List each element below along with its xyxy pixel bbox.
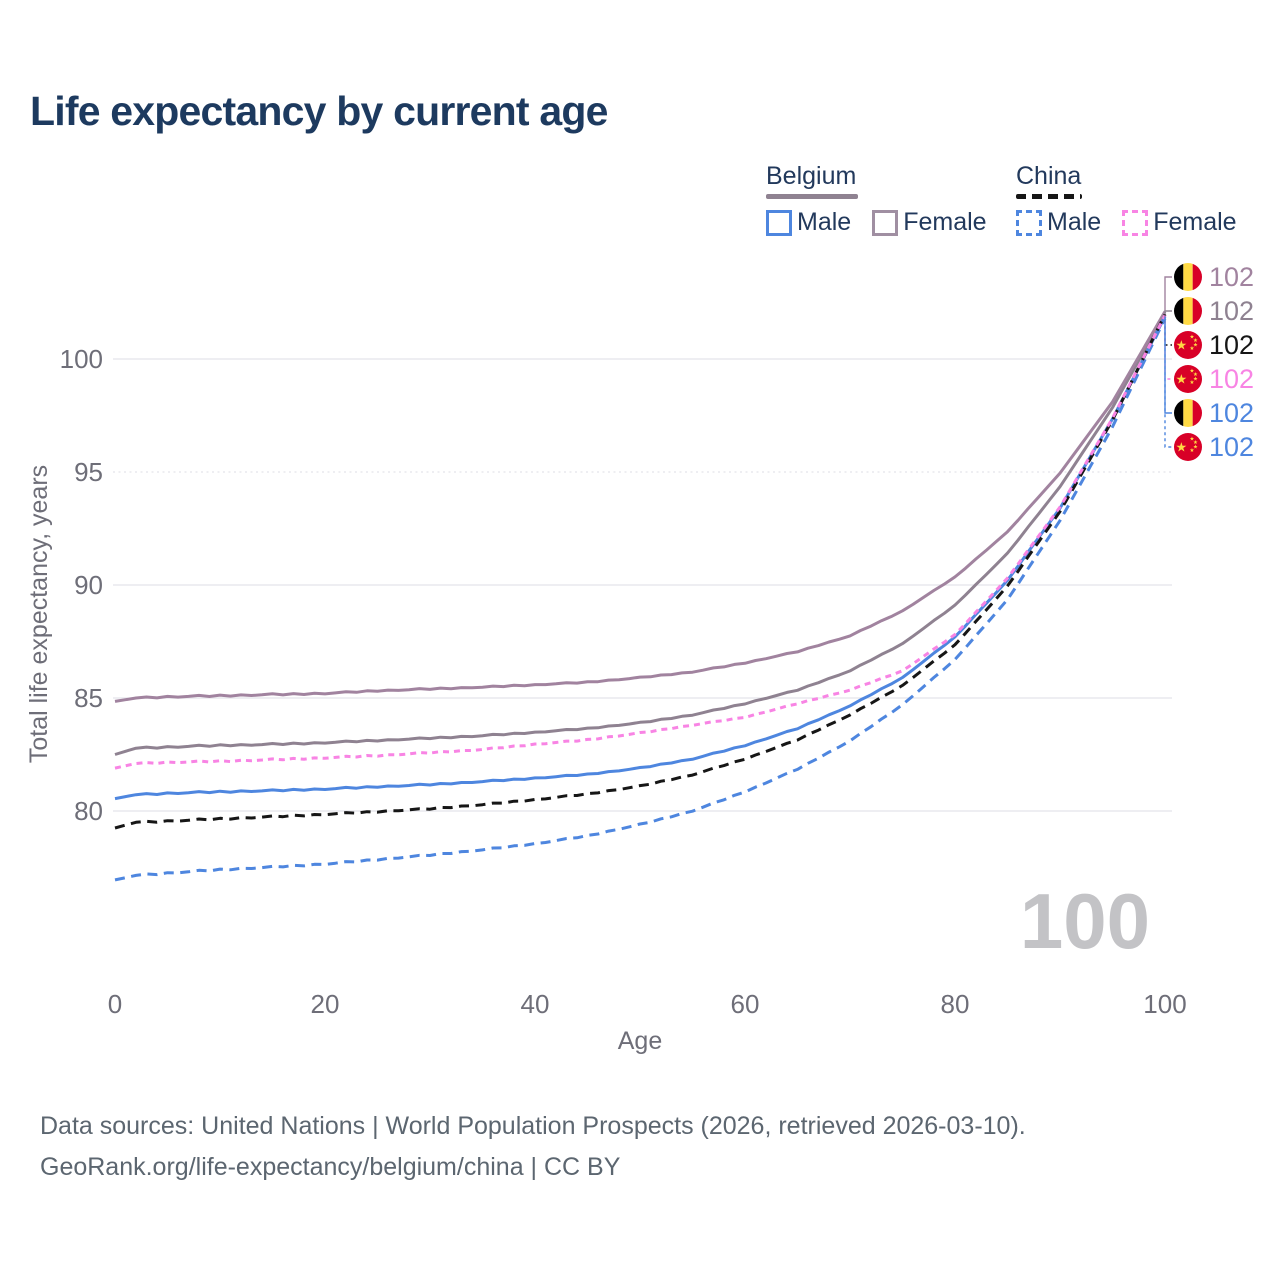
end-label-connector (1164, 315, 1172, 380)
series-line-belgium-male[interactable] (114, 315, 1167, 801)
svg-text:★: ★ (1190, 379, 1195, 386)
svg-text:★: ★ (1176, 372, 1188, 387)
series-line-china-male[interactable] (114, 317, 1167, 882)
x-tick-label-40: 40 (521, 989, 550, 1019)
end-value-label-china: 102 (1209, 330, 1254, 360)
end-label-connector (1164, 310, 1172, 314)
y-axis-title: Total life expectancy, years (25, 465, 53, 763)
legend-label: Male (797, 208, 852, 236)
svg-text:★: ★ (1190, 334, 1195, 341)
china-flag-icon: ★ ★★★★ (1174, 433, 1202, 461)
svg-text:★: ★ (1193, 376, 1198, 383)
legend-item-belgium-female[interactable]: Female (872, 208, 987, 237)
series-line-china-female[interactable] (114, 314, 1167, 770)
age-watermark: 100 (1020, 877, 1150, 965)
end-label-connector (1164, 318, 1172, 448)
belgium-female-checkbox[interactable] (872, 209, 899, 236)
legend-country-belgium[interactable]: Belgium (766, 162, 857, 190)
x-tick-label-0: 0 (108, 989, 122, 1019)
x-tick-label-80: 80 (941, 989, 970, 1019)
y-tick-label-100: 100 (60, 344, 103, 374)
svg-text:★: ★ (1176, 338, 1188, 353)
end-value-label-belgium-female: 102 (1209, 262, 1254, 292)
series-line-belgium[interactable] (114, 312, 1167, 756)
end-label-connector (1164, 276, 1172, 312)
x-axis-title: Age (618, 1027, 662, 1055)
x-tick-label-60: 60 (731, 989, 760, 1019)
china-flag-icon: ★ ★★★★ (1174, 331, 1202, 359)
belgium-line-style-swatch (766, 194, 858, 199)
legend-label: Female (903, 208, 987, 236)
legend-label: Male (1047, 208, 1102, 236)
footer-url-line[interactable]: GeoRank.org/life-expectancy/belgium/chin… (40, 1153, 621, 1181)
svg-text:★: ★ (1176, 440, 1188, 455)
china-line-style-swatch (1016, 194, 1082, 199)
end-value-label-china-male: 102 (1209, 432, 1254, 462)
svg-text:★: ★ (1190, 447, 1195, 454)
belgium-flag-icon (1174, 297, 1202, 325)
svg-text:★: ★ (1193, 371, 1198, 378)
svg-text:★: ★ (1193, 342, 1198, 349)
china-flag-icon: ★ ★★★★ (1174, 365, 1202, 393)
china-female-checkbox[interactable] (1122, 209, 1149, 236)
end-value-label-belgium-male: 102 (1209, 398, 1254, 428)
legend-item-belgium-male[interactable]: Male (766, 208, 851, 237)
series-line-china[interactable] (114, 313, 1167, 830)
svg-text:★: ★ (1193, 439, 1198, 446)
legend-label: Female (1153, 208, 1237, 236)
x-tick-label-20: 20 (311, 989, 340, 1019)
end-label-connector (1164, 316, 1172, 414)
x-tick-label-100: 100 (1143, 989, 1186, 1019)
y-tick-label-80: 80 (74, 796, 103, 826)
page-title: Life expectancy by current age (30, 88, 608, 134)
svg-text:★: ★ (1193, 337, 1198, 344)
legend-item-china-female[interactable]: Female (1122, 208, 1237, 237)
belgium-flag-icon (1174, 263, 1202, 291)
end-value-label-belgium: 102 (1209, 296, 1254, 326)
y-tick-label-95: 95 (74, 457, 103, 487)
chart-footer: Data sources: United Nations | World Pop… (40, 1106, 1026, 1188)
footer-source-line: Data sources: United Nations | World Pop… (40, 1112, 1026, 1140)
svg-text:★: ★ (1193, 444, 1198, 451)
y-tick-label-85: 85 (74, 683, 103, 713)
legend-group-china: China Male Female (1016, 162, 1258, 237)
end-value-label-china-female: 102 (1209, 364, 1254, 394)
svg-text:★: ★ (1190, 436, 1195, 443)
svg-text:★: ★ (1190, 368, 1195, 375)
china-male-checkbox[interactable] (1016, 209, 1042, 236)
svg-text:★: ★ (1190, 345, 1195, 352)
legend-item-china-male[interactable]: Male (1016, 208, 1101, 237)
series-line-belgium-female[interactable] (114, 310, 1167, 703)
legend-group-belgium: Belgium Male Female (766, 162, 1008, 237)
belgium-flag-icon (1174, 399, 1202, 427)
legend-country-china[interactable]: China (1016, 162, 1082, 190)
y-tick-label-90: 90 (74, 570, 103, 600)
belgium-male-checkbox[interactable] (766, 209, 792, 236)
